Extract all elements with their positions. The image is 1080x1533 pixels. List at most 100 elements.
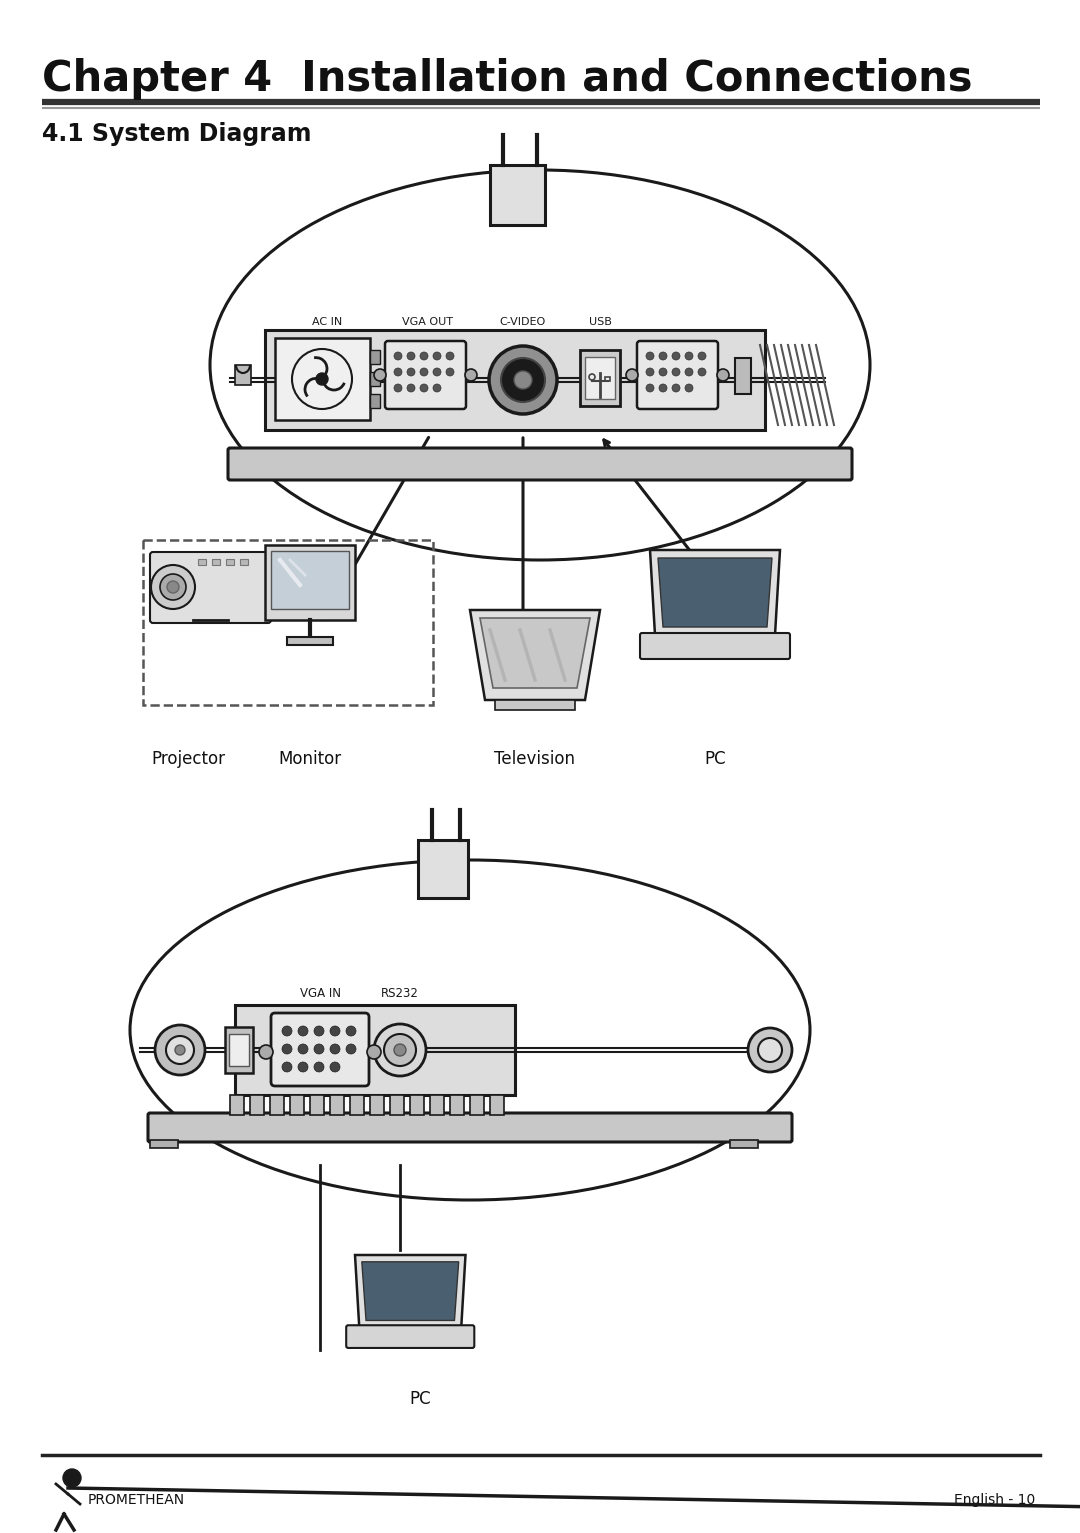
Bar — [410, 1095, 424, 1114]
Bar — [230, 1095, 244, 1114]
FancyBboxPatch shape — [637, 340, 718, 409]
Circle shape — [433, 353, 441, 360]
Text: Monitor: Monitor — [279, 750, 341, 768]
Circle shape — [346, 1044, 356, 1055]
Circle shape — [314, 1044, 324, 1055]
Circle shape — [156, 1026, 205, 1075]
Polygon shape — [658, 558, 772, 627]
Bar — [430, 1095, 444, 1114]
Bar — [585, 357, 615, 399]
Bar — [310, 1095, 324, 1114]
Bar — [265, 330, 765, 429]
Text: C-VIDEO: C-VIDEO — [500, 317, 546, 327]
Circle shape — [420, 383, 428, 392]
Bar — [490, 1095, 504, 1114]
Text: PROMETHEAN: PROMETHEAN — [87, 1493, 185, 1507]
Bar — [370, 350, 380, 363]
Circle shape — [407, 383, 415, 392]
Circle shape — [346, 1026, 356, 1036]
Circle shape — [685, 368, 693, 376]
Text: VGA IN: VGA IN — [299, 987, 340, 1000]
Circle shape — [282, 1044, 292, 1055]
Circle shape — [282, 1026, 292, 1036]
Bar — [470, 1095, 484, 1114]
Circle shape — [407, 353, 415, 360]
Circle shape — [446, 368, 454, 376]
Bar — [275, 337, 370, 420]
Circle shape — [420, 353, 428, 360]
Circle shape — [685, 353, 693, 360]
Bar — [225, 1027, 253, 1073]
Bar — [418, 840, 468, 898]
FancyBboxPatch shape — [150, 552, 271, 622]
Circle shape — [282, 1062, 292, 1072]
FancyBboxPatch shape — [640, 633, 789, 659]
Text: English - 10: English - 10 — [954, 1493, 1035, 1507]
Bar — [605, 377, 610, 382]
Circle shape — [394, 1044, 406, 1056]
Text: Television: Television — [495, 750, 576, 768]
Circle shape — [672, 383, 680, 392]
Circle shape — [646, 383, 654, 392]
Circle shape — [433, 368, 441, 376]
Circle shape — [501, 359, 545, 402]
Circle shape — [259, 1046, 273, 1059]
Polygon shape — [355, 1256, 465, 1328]
Polygon shape — [362, 1262, 459, 1320]
Circle shape — [167, 581, 179, 593]
Circle shape — [489, 346, 557, 414]
Circle shape — [160, 573, 186, 599]
Bar — [450, 1095, 464, 1114]
Text: AC IN: AC IN — [312, 317, 342, 327]
Polygon shape — [470, 610, 600, 701]
Circle shape — [367, 1046, 381, 1059]
Bar — [226, 560, 234, 566]
Circle shape — [394, 368, 402, 376]
Circle shape — [298, 1026, 308, 1036]
Circle shape — [175, 1046, 185, 1055]
Bar — [291, 1095, 303, 1114]
FancyBboxPatch shape — [228, 448, 852, 480]
Bar — [287, 638, 333, 645]
Circle shape — [330, 1044, 340, 1055]
Bar — [143, 540, 433, 705]
Polygon shape — [650, 550, 780, 635]
Circle shape — [698, 368, 706, 376]
Bar — [495, 701, 575, 710]
Circle shape — [407, 368, 415, 376]
Circle shape — [374, 1024, 426, 1076]
Circle shape — [465, 369, 477, 382]
Circle shape — [659, 353, 667, 360]
FancyBboxPatch shape — [271, 1013, 369, 1085]
Circle shape — [758, 1038, 782, 1062]
Bar — [735, 359, 751, 394]
Bar — [370, 373, 380, 386]
Text: PC: PC — [409, 1390, 431, 1407]
Circle shape — [330, 1026, 340, 1036]
Circle shape — [698, 353, 706, 360]
Bar — [350, 1095, 364, 1114]
Polygon shape — [480, 618, 590, 688]
Circle shape — [374, 369, 386, 382]
Circle shape — [514, 371, 532, 389]
Circle shape — [151, 566, 195, 609]
Circle shape — [298, 1044, 308, 1055]
Circle shape — [166, 1036, 194, 1064]
Circle shape — [298, 1062, 308, 1072]
Circle shape — [394, 383, 402, 392]
Circle shape — [646, 353, 654, 360]
Bar — [271, 550, 349, 609]
Bar — [265, 546, 355, 619]
Bar — [330, 1095, 345, 1114]
Text: Projector: Projector — [151, 750, 225, 768]
Circle shape — [420, 368, 428, 376]
Text: 4.1 System Diagram: 4.1 System Diagram — [42, 123, 311, 146]
Circle shape — [394, 353, 402, 360]
Bar — [198, 560, 206, 566]
Bar — [240, 560, 248, 566]
FancyBboxPatch shape — [347, 1325, 474, 1348]
Bar — [370, 394, 380, 408]
Circle shape — [672, 368, 680, 376]
Text: PC: PC — [704, 750, 726, 768]
Text: RS232: RS232 — [381, 987, 419, 1000]
